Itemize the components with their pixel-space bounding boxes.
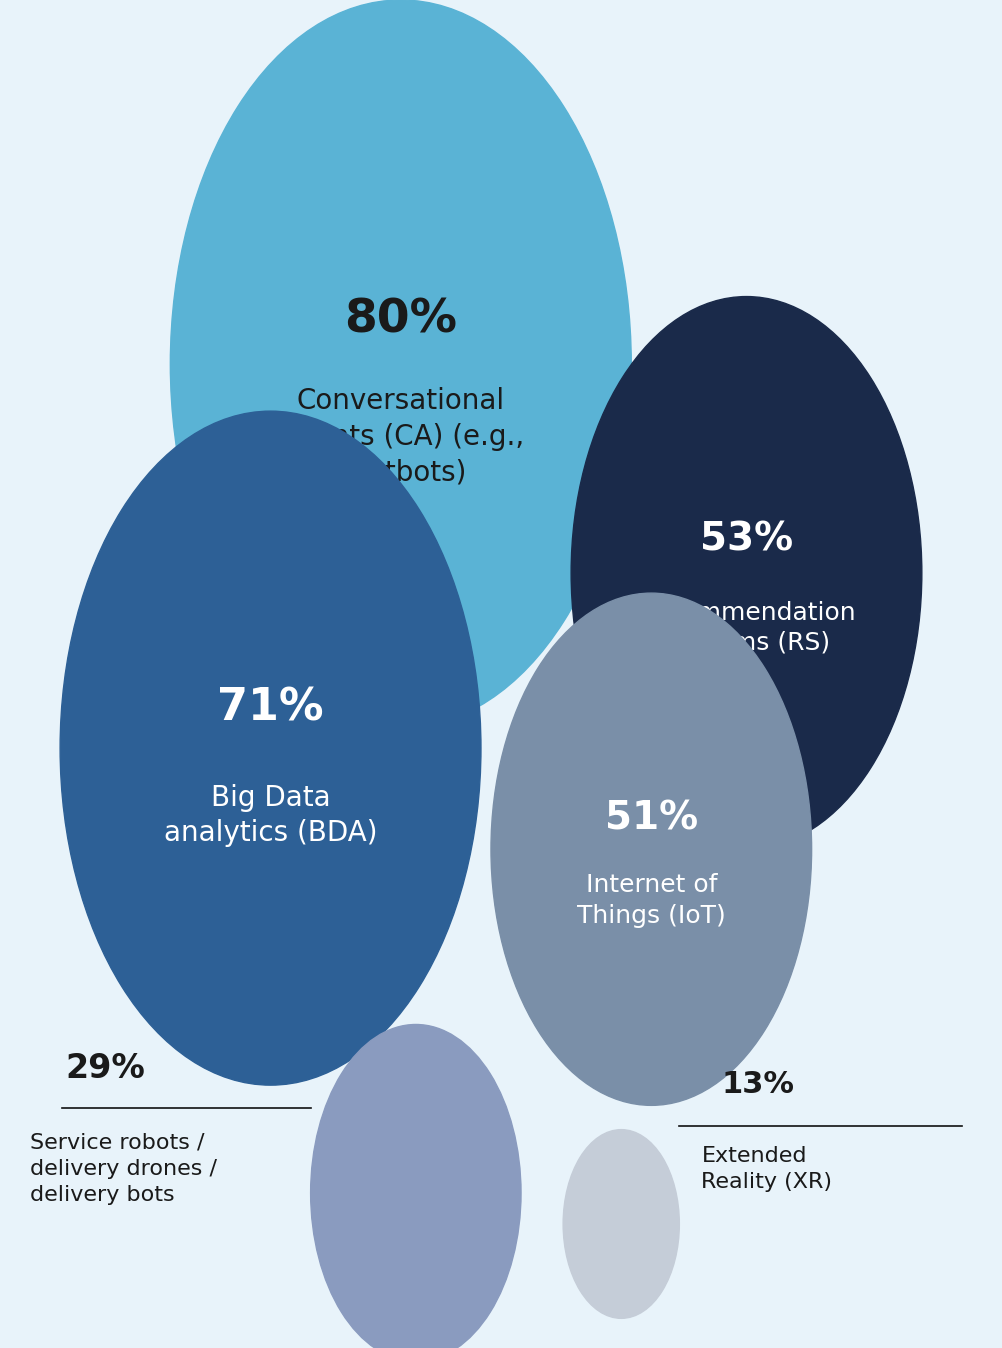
Text: Recommendation
Systems (RS): Recommendation Systems (RS) <box>636 601 857 655</box>
Text: 13%: 13% <box>721 1069 795 1099</box>
Text: Extended
Reality (XR): Extended Reality (XR) <box>701 1146 833 1192</box>
Text: 29%: 29% <box>65 1053 145 1085</box>
Ellipse shape <box>60 411 481 1085</box>
Text: Conversational
Agents (CA) (e.g.,
chatbots): Conversational Agents (CA) (e.g., chatbo… <box>278 387 524 487</box>
Text: 71%: 71% <box>217 686 324 729</box>
Ellipse shape <box>311 1024 521 1348</box>
Text: 53%: 53% <box>700 520 793 558</box>
Text: 80%: 80% <box>345 298 457 342</box>
Ellipse shape <box>491 593 812 1105</box>
Text: Internet of
Things (IoT): Internet of Things (IoT) <box>577 874 725 927</box>
Text: Big Data
analytics (BDA): Big Data analytics (BDA) <box>163 783 378 848</box>
Text: Service robots /
delivery drones /
delivery bots: Service robots / delivery drones / deliv… <box>30 1132 217 1205</box>
Ellipse shape <box>563 1130 679 1318</box>
Text: 51%: 51% <box>605 799 697 837</box>
Ellipse shape <box>170 0 631 728</box>
Ellipse shape <box>571 297 922 849</box>
